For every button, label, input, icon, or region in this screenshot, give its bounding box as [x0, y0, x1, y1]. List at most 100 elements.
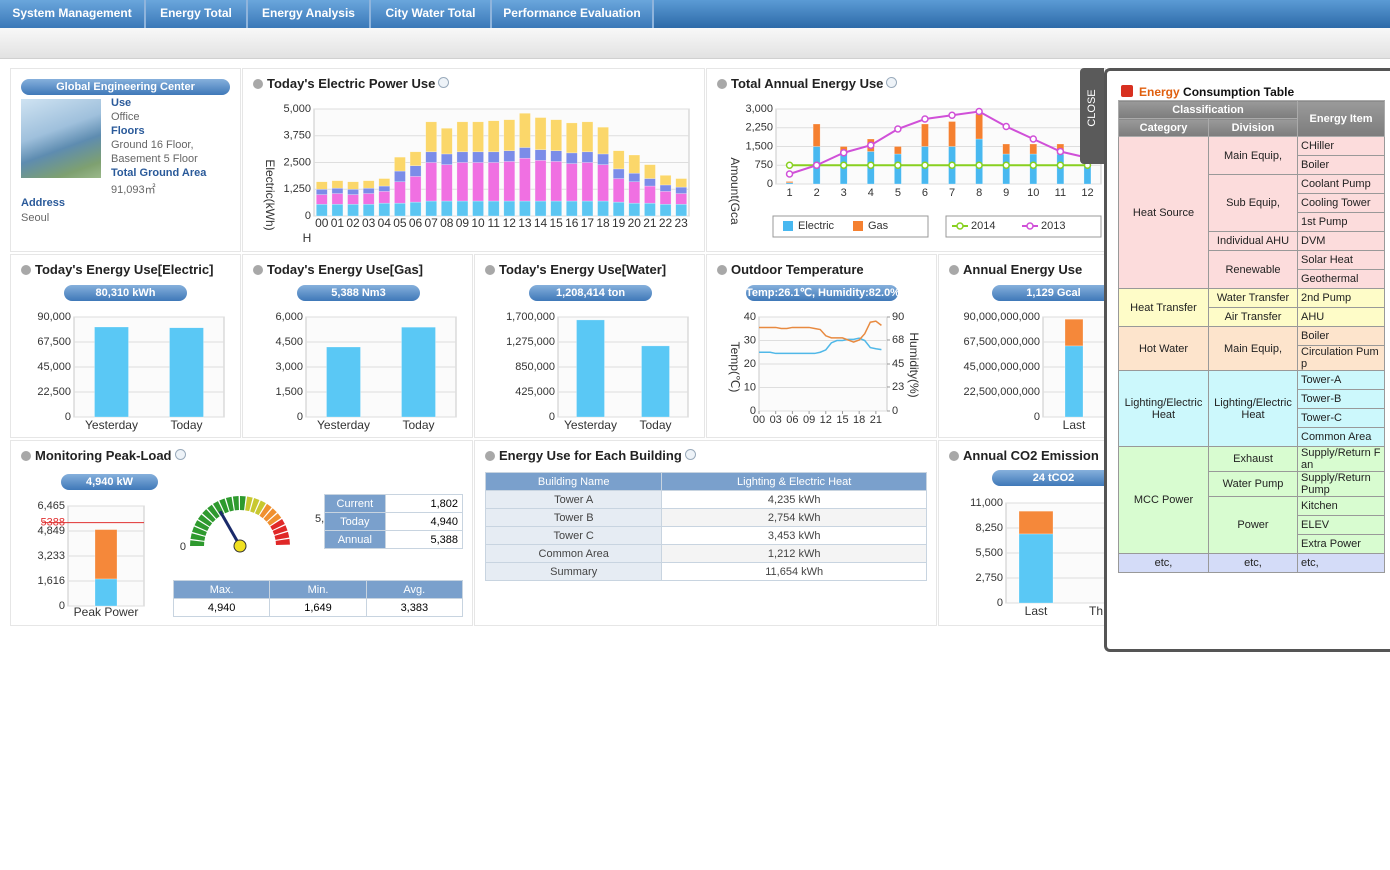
bar — [169, 327, 204, 418]
y-tick-label: 67,500 — [37, 336, 71, 348]
x-tick-label: Yesterday — [85, 418, 138, 432]
x-tick-label: 10 — [1027, 187, 1039, 199]
legend-box — [772, 215, 929, 238]
area: 91,093㎡ — [111, 184, 156, 196]
y-tick-label: 1,275,000 — [506, 336, 555, 348]
badge: 1,129 Gcal — [992, 285, 1107, 301]
category: Hot Water — [1118, 326, 1209, 371]
bar — [316, 189, 328, 195]
energy-item: Coolant Pump — [1297, 174, 1385, 194]
line-marker — [812, 161, 821, 169]
building-energy-panel: Energy Use for Each Building Building Na… — [474, 440, 937, 626]
bar — [503, 161, 516, 202]
x-tick-label: 20 — [628, 216, 642, 230]
legend-swatch — [1026, 222, 1034, 230]
bar — [441, 153, 453, 165]
y-tick-label: 90,000 — [37, 311, 71, 323]
energy-item: Boiler — [1297, 326, 1385, 346]
energy-item: Common Area — [1297, 427, 1385, 447]
panel-title: Energy Use for Each Building — [485, 448, 696, 463]
legend-swatch — [956, 222, 964, 230]
bar — [394, 202, 406, 217]
nav-tab[interactable]: Performance Evaluation — [492, 0, 654, 28]
category: MCC Power — [1118, 446, 1209, 554]
y-tick-label: 30 — [744, 334, 756, 346]
bar — [362, 203, 375, 217]
nav-tab[interactable]: City Water Total — [371, 0, 492, 28]
legend-label: 2014 — [971, 220, 995, 232]
info-icon — [174, 449, 186, 460]
x-tick-label: 5 — [895, 187, 901, 199]
bar — [675, 193, 687, 205]
floors: Ground 16 Floor, — [111, 139, 194, 151]
bar — [487, 200, 500, 217]
x-tick-label: 14 — [534, 216, 548, 230]
nav-tab[interactable]: System Management — [0, 0, 146, 28]
close-tab[interactable]: CLOSE — [1080, 68, 1104, 164]
bar — [921, 123, 929, 147]
row: Today 4,940 — [324, 512, 464, 531]
row: ELEV — [1119, 515, 1385, 535]
row: Tower-C — [1119, 408, 1385, 428]
chart: 0 22,500 45,000 67,500 90,000 Yesterday Today — [37, 311, 225, 432]
row: Circulation Pump — [1119, 345, 1385, 371]
bar — [409, 151, 422, 166]
energy-item: 1st Pump — [1297, 212, 1385, 232]
y-tick-label: 20 — [744, 358, 756, 370]
x-tick-label: 11 — [487, 216, 500, 230]
x-tick-label: 09 — [456, 216, 470, 230]
y-tick-label: 90,000,000,000 — [964, 311, 1040, 323]
panel-title: Today's Energy Use[Water] — [485, 262, 666, 277]
header: Lighting & Electric Heat — [661, 472, 927, 491]
gauge-segment — [192, 526, 207, 536]
gauge-segment — [263, 508, 277, 522]
bar — [362, 180, 375, 189]
x-tick-label: Last — [1063, 418, 1086, 432]
nav-tab[interactable]: Energy Total — [146, 0, 248, 28]
electric-panel: 0 22,500 45,000 67,500 90,000 Yesterday Today … — [10, 254, 241, 438]
y-tick-label: 850,000 — [515, 361, 555, 373]
energy-item: etc, — [1297, 553, 1385, 573]
bar — [628, 154, 641, 174]
chart: 0 1,500 3,000 4,500 6,000 Yesterday Today — [275, 311, 457, 432]
bar — [519, 200, 531, 217]
title-text: Today's Electric Power Use — [267, 76, 436, 91]
bar — [94, 578, 118, 607]
bar — [94, 529, 118, 580]
line-marker — [948, 111, 956, 119]
building-table: Building Name Lighting & Electric Heat Tow… — [484, 472, 927, 581]
y-tick-label: 0 — [65, 411, 71, 423]
bar — [534, 117, 547, 150]
y-tick-label: 45,000,000,000 — [964, 361, 1040, 373]
title-text: Monitoring Peak-Load — [35, 448, 172, 463]
address: Seoul — [21, 212, 50, 224]
bar — [347, 189, 359, 195]
row: Individual AHU DVM — [1119, 231, 1385, 251]
gauge-segment — [225, 496, 234, 512]
row-value: 1,802 — [384, 494, 464, 513]
row: Water Pump Supply/Return Pump — [1119, 471, 1385, 497]
row: 4,940 1,649 3,383 — [172, 598, 464, 617]
line — [789, 110, 1088, 175]
bar — [659, 203, 672, 217]
line-marker — [921, 115, 929, 123]
energy-item: Boiler — [1297, 155, 1385, 175]
sub-bar — [0, 28, 1390, 59]
x-tick-label: 06 — [786, 414, 798, 426]
bar — [472, 121, 484, 153]
title-text: Energy Use for Each Building — [499, 448, 682, 463]
use: Office — [111, 111, 140, 123]
row: Extra Power — [1119, 534, 1385, 554]
x-tick-label: Today — [170, 418, 202, 432]
row-value: 4,940 — [384, 512, 464, 531]
cell: 11,654 kWh — [661, 562, 927, 581]
x-tick-label: 18 — [596, 216, 610, 230]
nav-tab[interactable]: Energy Analysis — [248, 0, 371, 28]
bar — [503, 150, 516, 162]
line-marker — [1002, 122, 1010, 131]
bar — [612, 150, 625, 170]
bar — [659, 184, 672, 192]
bar — [316, 194, 328, 205]
